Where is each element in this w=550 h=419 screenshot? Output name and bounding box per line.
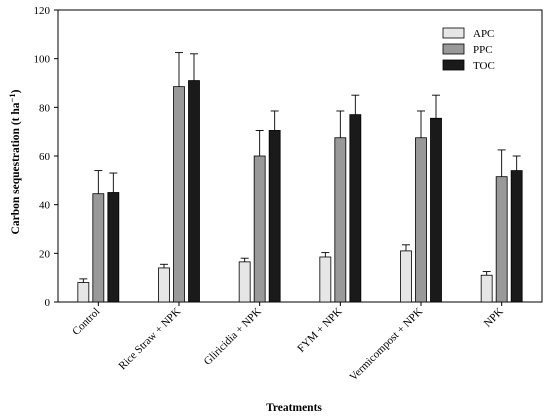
x-tick-label-5: NPK (482, 306, 506, 330)
legend-swatch-ppc (442, 43, 465, 55)
bar-apc-2 (238, 261, 251, 303)
y-tick-label-6: 120 (34, 5, 51, 17)
y-tick-label-0: 0 (45, 297, 51, 309)
y-axis-title-exponent: −1 (7, 93, 17, 102)
y-tick-label-3: 60 (39, 151, 51, 163)
bar-toc-1 (188, 80, 200, 303)
x-tick-label-1: Rice Straw + NPK (116, 306, 183, 373)
y-axis-title-close: ) (10, 89, 22, 93)
legend-swatch-apc (442, 27, 465, 39)
legend-label-ppc: PPC (473, 44, 493, 56)
x-tick-label-3: FYM + NPK (295, 306, 344, 355)
bar-toc-2 (268, 130, 281, 303)
bars (77, 52, 523, 303)
bar-apc-0 (77, 282, 90, 303)
bar-ppc-4 (415, 137, 427, 303)
legend-swatch-toc (442, 59, 465, 71)
bar-toc-5 (510, 170, 523, 303)
x-tick-label-0: Control (70, 306, 102, 338)
y-axis-title-main: Carbon sequestration (t ha (10, 102, 22, 234)
y-tick-label-4: 80 (39, 102, 51, 114)
bar-ppc-0 (92, 193, 105, 303)
bar-apc-1 (158, 267, 170, 303)
x-tick-label-2: Gliricidia + NPK (202, 306, 264, 368)
bar-ppc-1 (173, 86, 185, 303)
bar-apc-3 (319, 256, 332, 303)
y-tick-label-5: 100 (34, 54, 51, 66)
legend-label-toc: TOC (473, 60, 495, 72)
bar-ppc-5 (495, 176, 508, 303)
bar-toc-3 (349, 114, 362, 303)
bar-apc-4 (400, 250, 412, 303)
y-axis-title: Carbon sequestration (t ha−1) (7, 89, 22, 234)
bar-ppc-3 (334, 137, 347, 303)
bar-toc-0 (107, 192, 120, 303)
y-tick-label-2: 40 (39, 200, 51, 212)
y-tick-label-1: 20 (39, 248, 51, 260)
x-axis-title: Treatments (266, 402, 322, 414)
bar-apc-5 (480, 274, 493, 303)
bar-ppc-2 (253, 155, 266, 303)
bar-toc-4 (430, 117, 442, 303)
plot-frame (57, 9, 543, 303)
x-tick-label-4: Vermicompost + NPK (347, 306, 425, 384)
legend-label-apc: APC (473, 28, 494, 40)
legend: APC PPC TOC (442, 27, 495, 72)
